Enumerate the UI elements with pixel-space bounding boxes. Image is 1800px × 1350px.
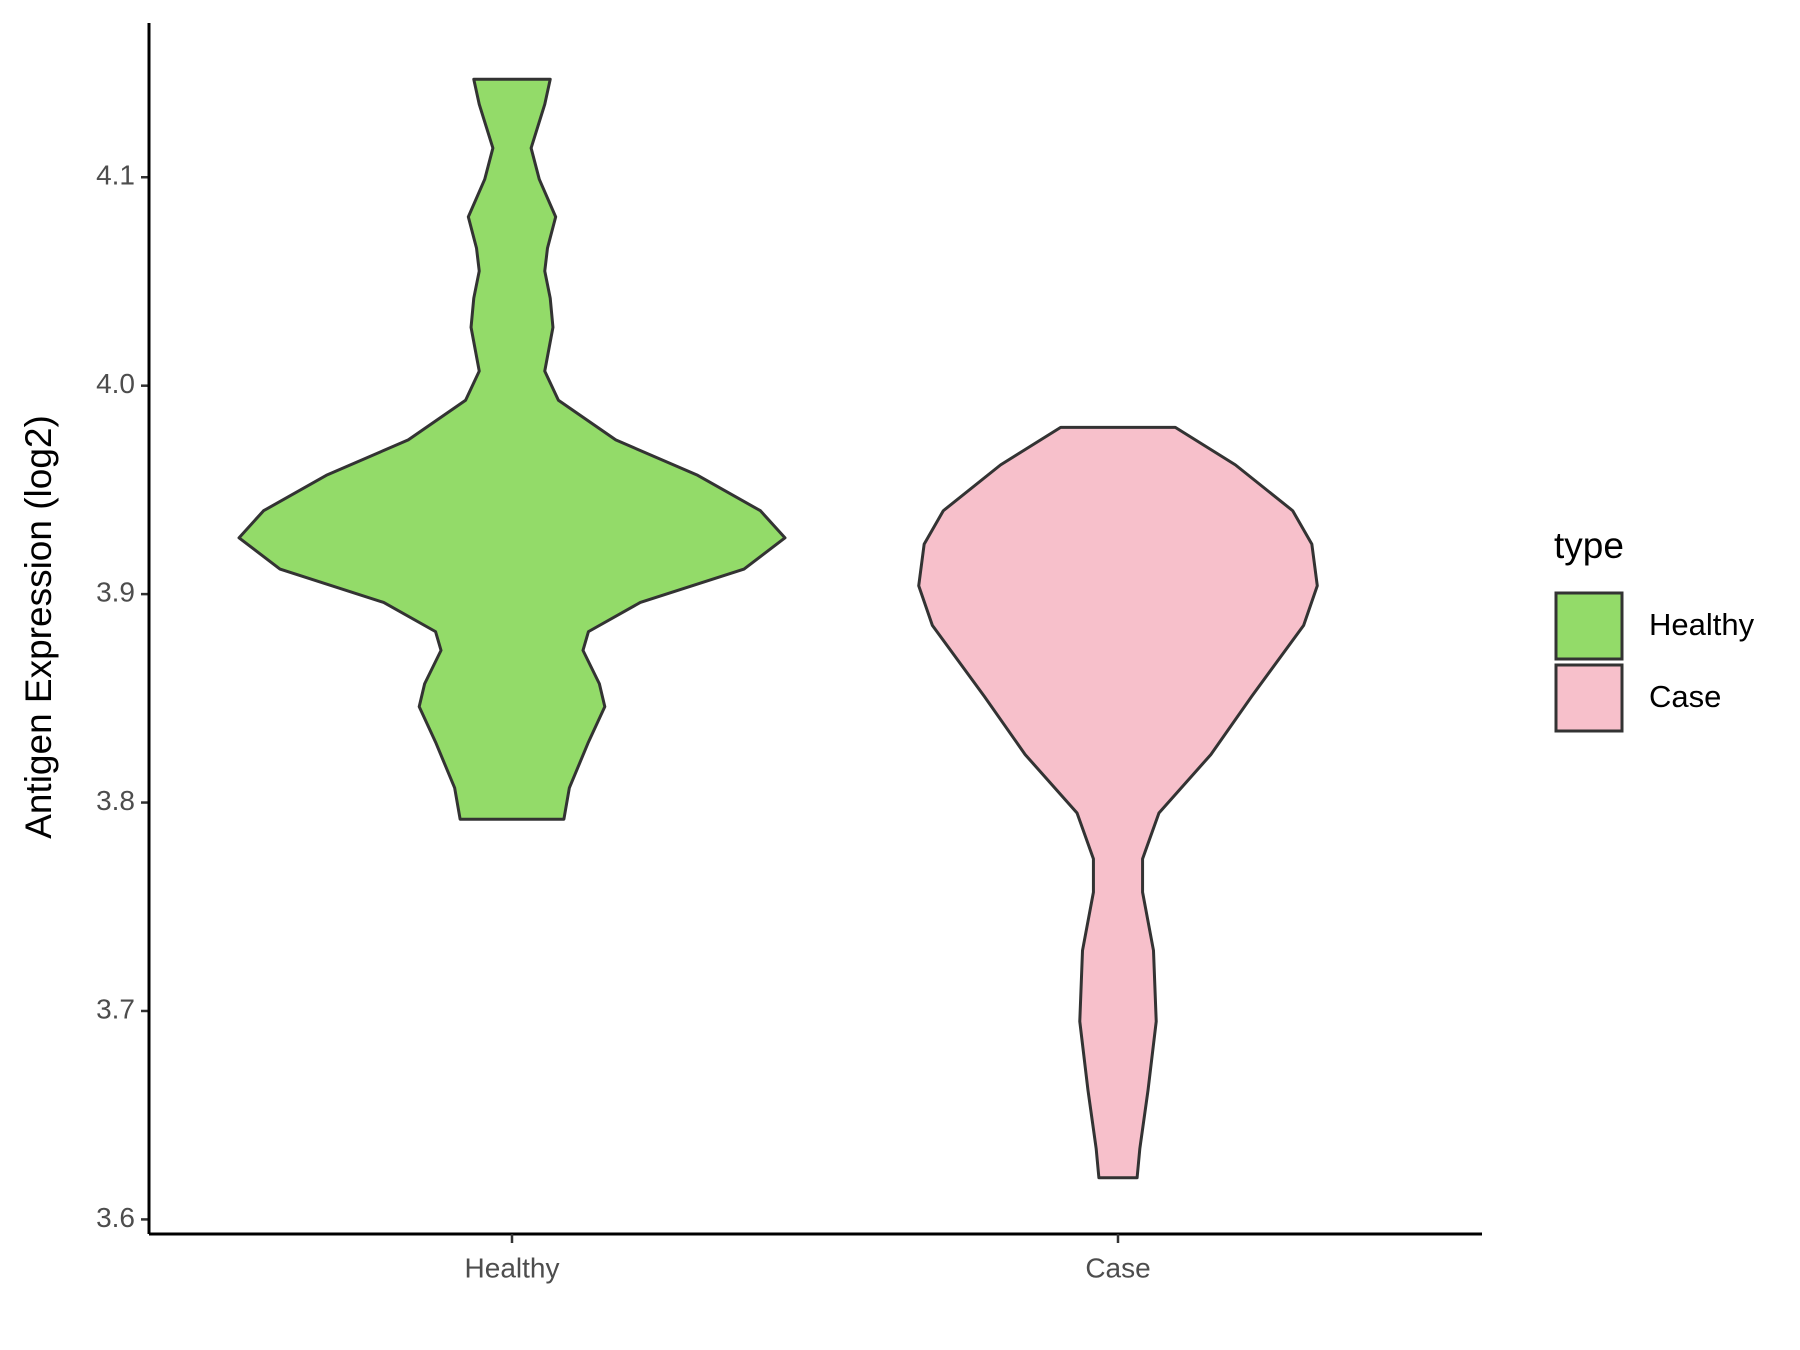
y-tick-label: 3.9 <box>96 576 135 607</box>
violin-left <box>917 425 1118 1180</box>
legend-label: Healthy <box>1649 607 1755 642</box>
y-tick-label: 4.0 <box>96 368 135 399</box>
legend-key <box>1554 591 1624 661</box>
legend-key <box>1554 663 1624 733</box>
legend-label: Case <box>1649 679 1721 714</box>
y-tick-label: 3.8 <box>96 785 135 816</box>
y-tick-label: 3.6 <box>96 1202 135 1233</box>
y-tick-label: 3.7 <box>96 993 135 1024</box>
violin-right <box>512 77 787 821</box>
violin-right <box>1118 425 1319 1180</box>
legend-title: type <box>1554 525 1624 566</box>
x-tick-label: Case <box>1085 1252 1150 1283</box>
y-tick-label: 4.1 <box>96 160 135 191</box>
violin-left <box>237 77 512 821</box>
y-axis-title: Antigen Expression (log2) <box>18 415 59 839</box>
x-tick-label: Healthy <box>465 1252 560 1283</box>
